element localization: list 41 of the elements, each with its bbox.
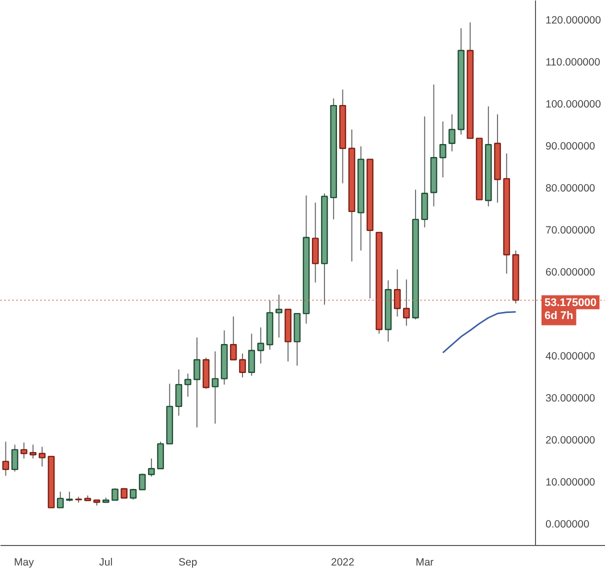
candlestick (448, 114, 456, 152)
y-tick-label: 100.000000 (546, 98, 602, 110)
line-series (442, 311, 516, 354)
y-tick-label: 60.000000 (546, 266, 596, 279)
y-tick-label: 120.000000 (546, 14, 602, 26)
candlestick (257, 326, 264, 364)
candlestick (175, 368, 182, 416)
annotation: 6d 7h (544, 310, 574, 322)
y-tick-label: 70.000000 (546, 224, 596, 237)
x-tick-label: Sep (178, 556, 198, 568)
y-tick-label: 40.000000 (546, 350, 596, 363)
candlestick (248, 333, 256, 376)
y-tick-label: 30.000000 (546, 392, 596, 405)
candlestick (184, 373, 192, 398)
x-tick-label: Jul (99, 556, 113, 568)
candlestick (212, 350, 219, 424)
y-tick-label: 10.000000 (546, 476, 596, 489)
candlestick (38, 446, 46, 467)
candlestick (148, 458, 155, 478)
candlestick (120, 488, 128, 499)
x-tick-label: 2022 (331, 556, 355, 568)
x-tick-label: May (14, 556, 35, 568)
candlestick (230, 316, 237, 360)
candlestick (56, 491, 64, 508)
ref-line-label: 53.175000 (544, 297, 596, 310)
candlestick (11, 444, 18, 472)
candlestick (20, 442, 28, 460)
y-tick-label: 20.000000 (546, 434, 596, 447)
candlestick (138, 473, 146, 490)
candlestick (2, 441, 10, 476)
y-tick-label: 90.000000 (546, 140, 596, 152)
y-tick-label: 110.000000 (546, 56, 600, 68)
candlestick (276, 294, 282, 338)
y-tick-label: 80.000000 (546, 182, 596, 194)
y-tick-label: 0.000000 (546, 518, 590, 531)
candlestick (239, 352, 246, 378)
candlestick (66, 491, 73, 502)
candlestick (439, 121, 446, 178)
candlestick (194, 337, 200, 428)
x-tick-label: Mar (416, 556, 434, 568)
candlestick (30, 444, 36, 460)
